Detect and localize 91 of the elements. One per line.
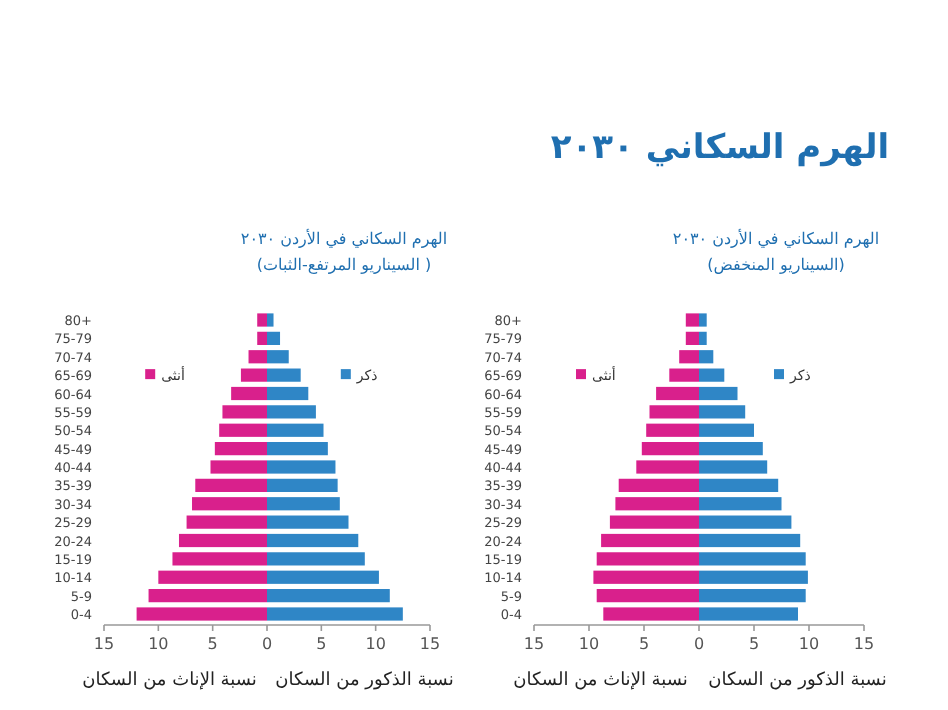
bar (699, 533, 801, 548)
bar (267, 331, 281, 345)
text: الهرم السكاني ٢٠٣٠ (550, 128, 890, 168)
bar (267, 368, 301, 382)
x-tick-label: 5 (748, 635, 760, 654)
bar (609, 515, 699, 529)
bar (240, 368, 267, 382)
bar (699, 497, 782, 511)
bar (267, 405, 316, 419)
bar (210, 460, 267, 474)
bar (699, 313, 707, 327)
bar (699, 589, 806, 603)
x-tick-label: 10 (798, 635, 820, 654)
bar (685, 331, 699, 345)
x-tick-label: 15 (93, 635, 115, 654)
bar (679, 350, 699, 364)
bar (699, 460, 768, 474)
bar (222, 405, 267, 419)
bar (615, 497, 699, 511)
bar (267, 478, 338, 492)
bar (267, 460, 336, 474)
bar (593, 570, 699, 584)
x-tick-label: 15 (853, 635, 875, 654)
bar (248, 350, 267, 364)
bar (699, 442, 763, 456)
bar (148, 589, 267, 603)
text: نسبة الإناث من السكان (82, 671, 257, 692)
x-tick-label: 10 (578, 635, 600, 654)
bar (257, 313, 267, 327)
text: نسبة الإناث من السكان (513, 671, 688, 692)
bar (699, 331, 707, 345)
bar (257, 331, 267, 345)
x-tick-label: 5 (207, 635, 218, 654)
bar (267, 386, 309, 401)
bar (267, 533, 359, 548)
bar (267, 497, 340, 511)
x-tick-label: 5 (316, 635, 327, 654)
bar (646, 423, 699, 437)
bar (699, 405, 746, 419)
bar (699, 423, 754, 437)
bar (699, 607, 798, 621)
bar (267, 313, 274, 327)
bar (685, 313, 699, 327)
bar (219, 423, 267, 437)
bar (214, 442, 267, 456)
x-axis-title: نسبة الذكور من السكان (708, 671, 887, 692)
bar (699, 552, 806, 566)
chart-title: الهرم السكاني في الأردن ٢٠٣٠ (672, 228, 880, 248)
bar (699, 350, 714, 364)
bar (656, 386, 699, 401)
bar (699, 570, 808, 584)
bar (267, 570, 379, 584)
bar (267, 552, 365, 566)
x-tick-label: 10 (365, 635, 386, 654)
x-tick-label: 15 (523, 635, 545, 654)
bar (618, 478, 699, 492)
bar (186, 515, 267, 529)
bar (603, 607, 699, 621)
bar (596, 589, 699, 603)
bar (596, 552, 699, 566)
bar (195, 478, 267, 492)
bar (601, 533, 699, 548)
x-tick-label: 0 (693, 635, 705, 654)
x-tick-label: 15 (419, 635, 441, 654)
bar (231, 386, 267, 401)
x-axis-title: نسبة الذكور من السكان (275, 671, 454, 692)
bar (158, 570, 267, 584)
chart-subtitle: (السيناريو المرتفع-الثبات ) (256, 256, 432, 274)
bar (267, 423, 324, 437)
chart-subtitle: (السيناريو المنخفض) (707, 256, 845, 274)
bar (267, 589, 390, 603)
x-tick-label: 10 (148, 635, 169, 654)
bar (172, 552, 267, 566)
x-tick-label: 0 (261, 635, 273, 654)
bar (669, 368, 699, 382)
bar (267, 442, 328, 456)
bar (641, 442, 699, 456)
x-tick-label: 5 (638, 635, 650, 654)
bar (267, 607, 403, 621)
bar (136, 607, 267, 621)
bar (267, 350, 289, 364)
bar (699, 368, 725, 382)
chart-title: الهرم السكاني في الأردن ٢٠٣٠ (240, 228, 448, 248)
bar (267, 515, 349, 529)
bar (699, 478, 779, 492)
bar (192, 497, 267, 511)
bar (178, 533, 267, 548)
bar (649, 405, 699, 419)
bar (636, 460, 699, 474)
bar (699, 515, 792, 529)
bar (699, 386, 738, 401)
